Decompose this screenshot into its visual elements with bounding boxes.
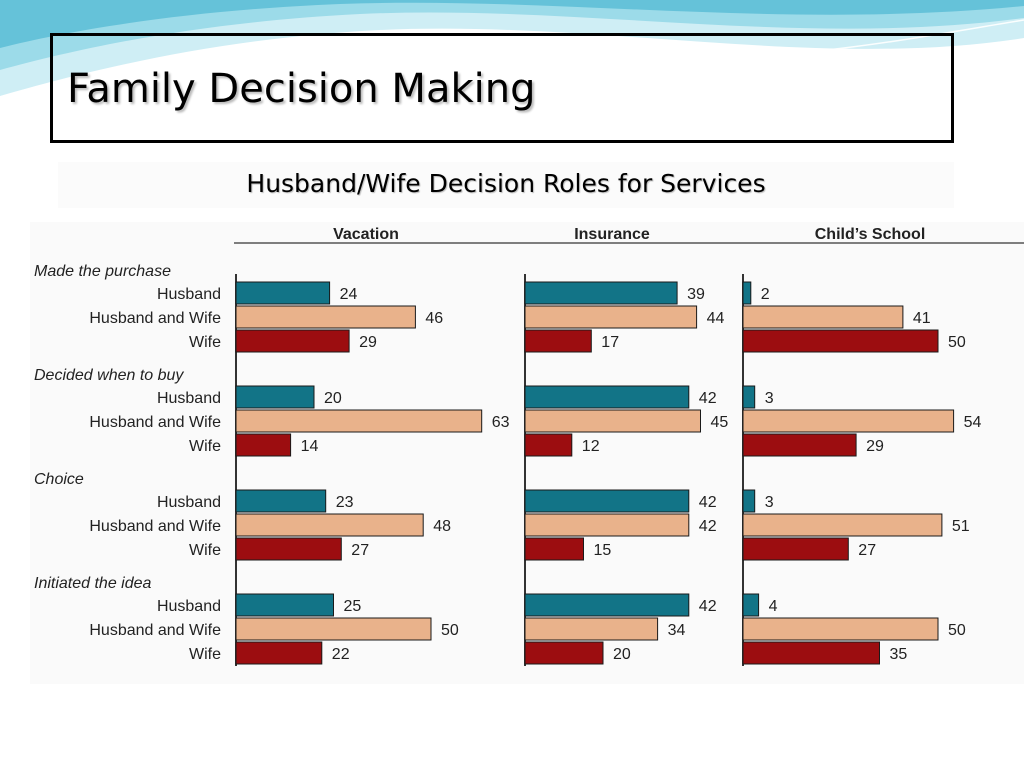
value-label-3-2-0: 22	[332, 646, 350, 663]
row-label-1-0: Husband	[157, 390, 221, 407]
bar-0-1-0	[235, 305, 416, 329]
value-label-0-2-1: 17	[601, 334, 619, 351]
bar-0-2-1	[524, 329, 592, 353]
value-label-3-1-2: 50	[948, 622, 966, 639]
value-label-1-0-2: 3	[765, 390, 774, 407]
value-label-0-1-1: 44	[707, 310, 725, 327]
group-label-0: Made the purchase	[34, 263, 171, 280]
bar-3-2-1	[524, 641, 604, 665]
row-label-3-1: Husband and Wife	[89, 622, 221, 639]
bar-3-2-2	[742, 641, 880, 665]
value-label-3-0-1: 42	[699, 598, 717, 615]
value-label-2-2-0: 27	[351, 542, 369, 559]
bar-2-1-1	[524, 513, 690, 537]
group-label-3: Initiated the idea	[34, 575, 152, 592]
value-label-1-1-2: 54	[964, 414, 982, 431]
row-label-3-2: Wife	[189, 646, 221, 663]
bar-1-1-1	[524, 409, 701, 433]
bar-1-2-2	[742, 433, 857, 457]
row-label-2-1: Husband and Wife	[89, 518, 221, 535]
bar-0-0-0	[235, 281, 331, 305]
row-label-2-0: Husband	[157, 494, 221, 511]
group-label-2: Choice	[34, 471, 84, 488]
value-label-1-2-2: 29	[866, 438, 884, 455]
value-label-2-1-2: 51	[952, 518, 970, 535]
value-label-3-1-1: 34	[668, 622, 686, 639]
bar-3-1-1	[524, 617, 659, 641]
value-label-0-0-0: 24	[340, 286, 358, 303]
slide-title: Family Decision Making	[67, 66, 536, 112]
group-label-1: Decided when to buy	[34, 367, 184, 384]
value-label-3-0-0: 25	[344, 598, 362, 615]
bar-2-0-0	[235, 489, 327, 513]
panel-header-0: Vacation	[333, 226, 399, 243]
value-label-2-1-0: 48	[433, 518, 451, 535]
value-label-3-0-2: 4	[769, 598, 778, 615]
bar-2-1-0	[235, 513, 424, 537]
value-label-2-1-1: 42	[699, 518, 717, 535]
bar-3-1-0	[235, 617, 432, 641]
value-label-1-0-0: 20	[324, 390, 342, 407]
bar-0-1-1	[524, 305, 698, 329]
value-label-1-2-1: 12	[582, 438, 600, 455]
value-label-1-0-1: 42	[699, 390, 717, 407]
bar-3-1-2	[742, 617, 939, 641]
bar-1-1-2	[742, 409, 955, 433]
bar-2-2-2	[742, 537, 849, 561]
value-label-0-1-0: 46	[425, 310, 443, 327]
bar-0-0-2	[742, 281, 752, 305]
row-label-0-0: Husband	[157, 286, 221, 303]
row-label-2-2: Wife	[189, 542, 221, 559]
row-label-0-1: Husband and Wife	[89, 310, 221, 327]
bar-0-0-1	[524, 281, 678, 305]
panel-header-1: Insurance	[574, 226, 650, 243]
value-label-2-2-2: 27	[858, 542, 876, 559]
bar-0-1-2	[742, 305, 904, 329]
row-label-3-0: Husband	[157, 598, 221, 615]
bar-2-0-1	[524, 489, 690, 513]
chart-title-band: Husband/Wife Decision Roles for Services	[58, 162, 954, 208]
bar-1-0-0	[235, 385, 315, 409]
bar-1-0-1	[524, 385, 690, 409]
value-label-2-0-2: 3	[765, 494, 774, 511]
value-label-2-2-1: 15	[594, 542, 612, 559]
bar-0-2-2	[742, 329, 939, 353]
value-label-0-1-2: 41	[913, 310, 931, 327]
bar-1-1-0	[235, 409, 483, 433]
bar-3-2-0	[235, 641, 323, 665]
row-label-0-2: Wife	[189, 334, 221, 351]
value-label-0-2-0: 29	[359, 334, 377, 351]
row-label-1-2: Wife	[189, 438, 221, 455]
value-label-1-1-1: 45	[711, 414, 729, 431]
value-label-3-2-1: 20	[613, 646, 631, 663]
row-label-1-1: Husband and Wife	[89, 414, 221, 431]
wave-decoration	[0, 0, 1024, 111]
bar-3-0-2	[742, 593, 760, 617]
bar-0-2-0	[235, 329, 350, 353]
value-label-0-0-2: 2	[761, 286, 770, 303]
value-label-3-2-2: 35	[890, 646, 908, 663]
panel-header-2: Child’s School	[815, 226, 926, 243]
value-label-0-2-2: 50	[948, 334, 966, 351]
value-label-2-0-1: 42	[699, 494, 717, 511]
value-label-3-1-0: 50	[441, 622, 459, 639]
bar-2-2-0	[235, 537, 342, 561]
bar-2-0-2	[742, 489, 756, 513]
bar-1-2-0	[235, 433, 292, 457]
value-label-2-0-0: 23	[336, 494, 354, 511]
title-frame: Family Decision Making	[50, 33, 954, 143]
value-label-1-1-0: 63	[492, 414, 510, 431]
bar-2-2-1	[524, 537, 584, 561]
bar-1-0-2	[742, 385, 756, 409]
chart-title: Husband/Wife Decision Roles for Services	[246, 169, 766, 198]
bar-1-2-1	[524, 433, 573, 457]
bar-3-0-1	[524, 593, 690, 617]
value-label-1-2-0: 14	[301, 438, 319, 455]
bar-2-1-2	[742, 513, 943, 537]
bar-3-0-0	[235, 593, 334, 617]
value-label-0-0-1: 39	[687, 286, 705, 303]
